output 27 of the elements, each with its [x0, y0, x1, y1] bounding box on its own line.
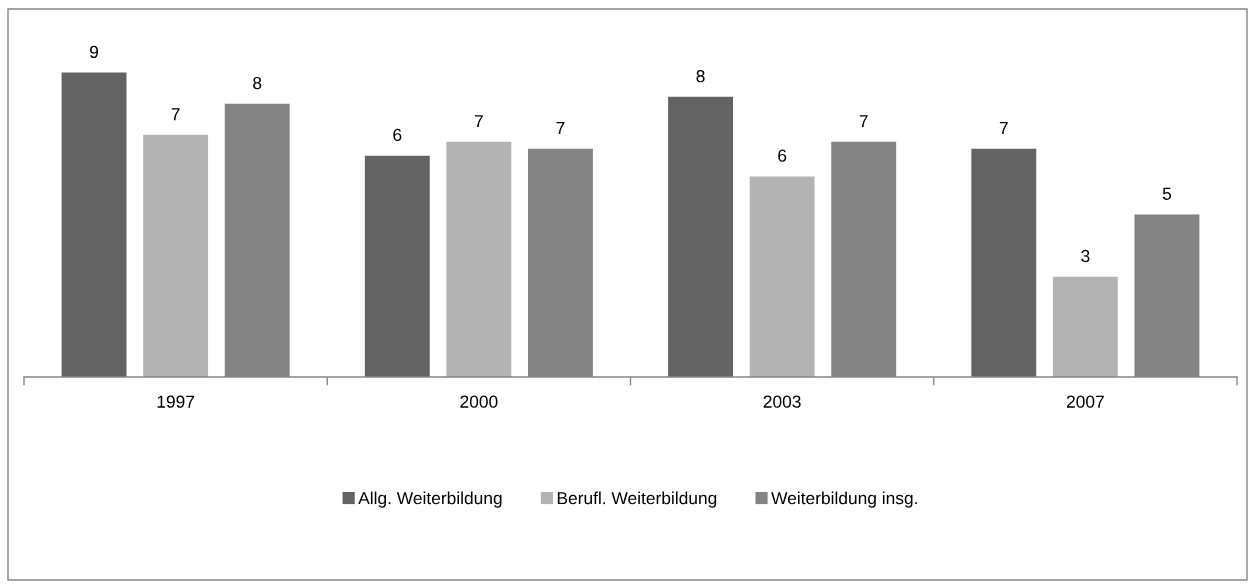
bar: [446, 141, 512, 377]
data-label: 8: [696, 69, 705, 83]
data-label: 6: [778, 149, 787, 162]
bar: [749, 176, 815, 377]
data-label: 7: [171, 108, 180, 121]
bar: [1052, 276, 1118, 377]
data-label: 7: [556, 122, 565, 134]
legend-label: Weiterbildung insg.: [771, 491, 917, 508]
bar: [668, 96, 733, 377]
data-label: 8: [253, 76, 262, 90]
data-label: 7: [859, 115, 868, 128]
legend-label: Allg. Weiterbildung: [358, 491, 502, 508]
legend-label: Berufl. Weiterbildung: [557, 491, 717, 508]
data-label: 6: [393, 128, 402, 142]
x-tick-label: 2007: [1066, 395, 1104, 408]
bar: [971, 148, 1037, 377]
bar: [143, 134, 209, 377]
data-label: 7: [999, 122, 1008, 134]
bar: [61, 72, 127, 377]
data-label: 3: [1081, 249, 1090, 263]
data-label: 7: [474, 115, 483, 128]
x-tick-label: 1997: [157, 395, 195, 408]
bar: [364, 155, 430, 377]
x-tick-label: 2003: [763, 395, 801, 408]
x-tick-label: 2000: [460, 395, 498, 408]
data-label: 9: [90, 45, 99, 59]
data-label: 5: [1162, 187, 1172, 200]
